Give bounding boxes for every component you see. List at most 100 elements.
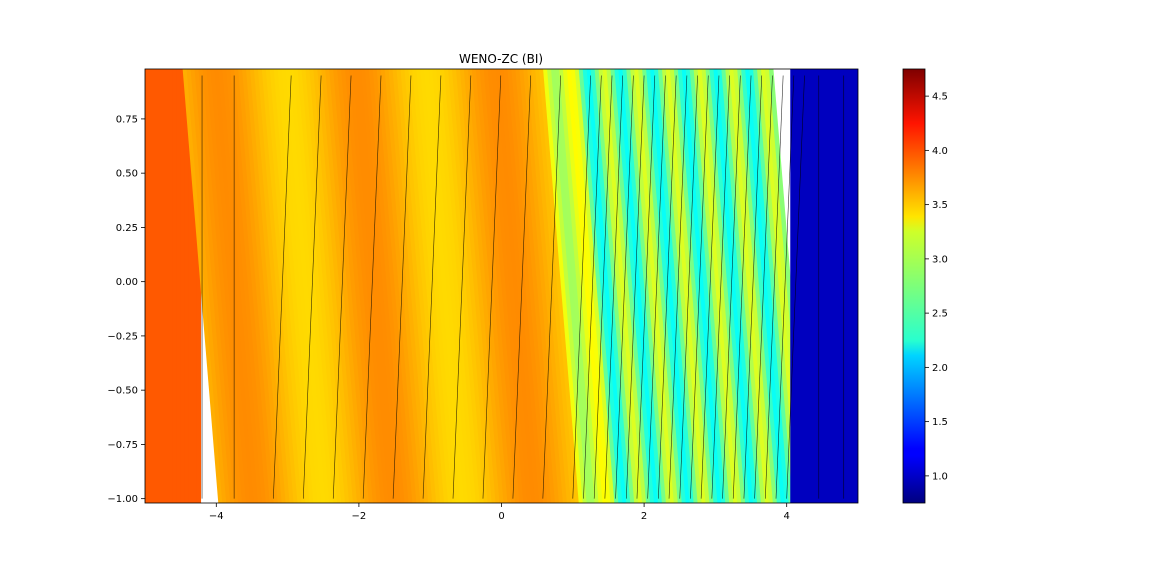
heatmap-strip <box>368 69 410 503</box>
heatmap-strip <box>570 69 612 503</box>
heatmap-strip <box>697 69 738 503</box>
heatmap-strip <box>590 69 631 503</box>
contour-line <box>302 75 322 499</box>
heatmap-strip <box>586 69 627 503</box>
heatmap-strip <box>249 69 291 503</box>
contour-line <box>572 75 591 499</box>
heatmap-strip <box>325 69 366 503</box>
heatmap-strip <box>317 69 358 503</box>
y-tick-label: −1.00 <box>107 494 138 505</box>
heatmap-strip <box>551 69 592 503</box>
heatmap-strip <box>448 69 489 503</box>
contour-line <box>422 75 442 499</box>
contour-line <box>732 75 752 499</box>
heatmap-strip <box>198 69 239 503</box>
heatmap-strip <box>503 69 544 503</box>
colorbar-axis: 1.0 1.5 2.0 2.5 3.0 3.5 4.0 4.5 <box>925 92 948 482</box>
contour-line <box>542 75 561 499</box>
heatmap-strip <box>574 69 615 503</box>
heatmap-strip <box>145 69 150 503</box>
contour-line <box>711 75 730 499</box>
contour-line <box>593 75 613 499</box>
heatmap-strip <box>733 69 774 503</box>
heatmap-strip <box>594 69 635 503</box>
heatmap-strip <box>673 69 715 503</box>
heatmap-strip <box>329 69 370 503</box>
heatmap-strip <box>352 69 394 503</box>
contour-line <box>604 75 624 499</box>
y-tick-label: −0.25 <box>107 331 138 342</box>
contour-line <box>775 75 795 499</box>
heatmap-strip <box>602 69 643 503</box>
heatmap-strip <box>226 69 267 503</box>
contour-line <box>690 75 709 499</box>
y-axis: −1.00 −0.75 −0.50 −0.25 0.00 0.25 0.50 0.75 <box>107 114 145 505</box>
heatmap-strip <box>176 69 182 503</box>
contour-line <box>583 75 602 499</box>
heatmap-strip <box>543 69 584 503</box>
colorbar-tick-label: 3.0 <box>932 254 948 265</box>
x-tick-label: 4 <box>784 511 790 522</box>
heatmap-strip <box>182 69 223 503</box>
heatmap-strip <box>467 69 509 503</box>
heatmap-strip <box>459 69 501 503</box>
heatmap-strip <box>721 69 762 503</box>
contour-line <box>786 75 805 499</box>
heatmap-strip <box>582 69 623 503</box>
colorbar-tick-label: 3.5 <box>932 200 948 211</box>
heatmap-strip <box>511 69 552 503</box>
heatmap-strip <box>606 69 647 503</box>
heatmap-strip <box>737 69 778 503</box>
heatmap-strip <box>444 69 485 503</box>
heatmap-strip <box>420 69 461 503</box>
heatmap-strip <box>519 69 560 503</box>
heatmap-strip <box>341 69 382 503</box>
heatmap-strip <box>685 69 726 503</box>
heatmap-strip <box>164 69 170 503</box>
heatmap-strip <box>206 69 247 503</box>
heatmap-strip <box>408 69 449 503</box>
heatmap-strip <box>400 69 441 503</box>
heatmap-strip <box>527 69 568 503</box>
x-axis: −4 −2 0 2 4 <box>209 503 790 522</box>
heatmap-strip <box>321 69 362 503</box>
heatmap-strip <box>487 69 528 503</box>
heatmap-strip <box>356 69 398 503</box>
heatmap-strip <box>440 69 481 503</box>
chart-title: WENO-ZC (BI) <box>459 52 543 66</box>
heatmap-strip <box>507 69 548 503</box>
heatmap-strip <box>273 69 314 503</box>
heatmap-strip <box>749 69 790 503</box>
heatmap-strip <box>404 69 445 503</box>
contour-line <box>668 75 688 499</box>
heatmap-strip <box>257 69 299 503</box>
heatmap-strip <box>689 69 730 503</box>
heatmap-strip <box>172 69 178 503</box>
heatmap-strip <box>246 69 287 503</box>
contour-line <box>512 75 532 499</box>
colorbar-tick-label: 1.0 <box>932 471 948 482</box>
heatmap-strip <box>717 69 758 503</box>
heatmap-strip <box>523 69 564 503</box>
contour-line <box>765 75 784 499</box>
heatmap-strip <box>455 69 497 503</box>
heatmap-strip <box>693 69 734 503</box>
heatmap-strip <box>725 69 766 503</box>
heatmap-strip <box>483 69 524 503</box>
heatmap-strip <box>372 69 413 503</box>
heatmap-strip <box>535 69 576 503</box>
heatmap-strip <box>701 69 742 503</box>
heatmap-strip <box>148 69 154 503</box>
heatmap-strip <box>364 69 406 503</box>
heatmap-strip <box>638 69 679 503</box>
heatmap-strip <box>491 69 532 503</box>
contour-line <box>625 75 645 499</box>
heatmap-strip <box>222 69 263 503</box>
heatmap-strip <box>289 69 330 503</box>
y-tick-label: 0.00 <box>116 277 138 288</box>
heatmap-strip <box>345 69 386 503</box>
heatmap-strip <box>642 69 683 503</box>
heatmap-strip <box>293 69 334 503</box>
heatmap-strip <box>416 69 457 503</box>
contour-line <box>647 75 666 499</box>
